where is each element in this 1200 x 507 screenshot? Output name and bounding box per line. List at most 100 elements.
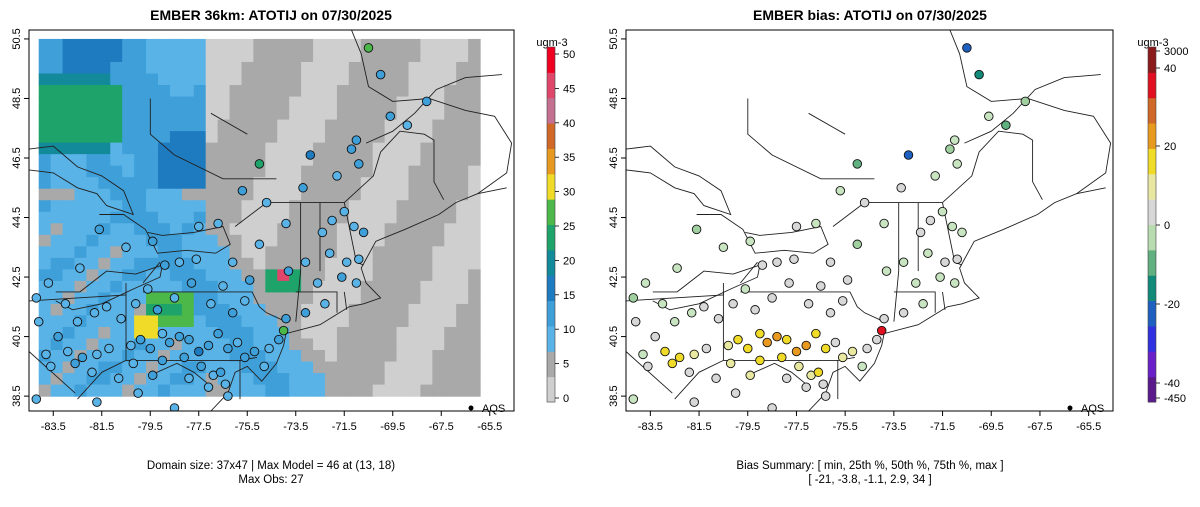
model-grid-cell (86, 96, 99, 109)
model-grid-cell (86, 154, 99, 167)
model-grid-cell (444, 234, 457, 247)
model-grid-cell (277, 303, 290, 317)
model-grid-cell (98, 61, 111, 75)
bias-map: EMBER bias: ATOTIJ on 07/30/2025 38.5 40.… (608, 7, 1188, 486)
model-grid-cell (456, 38, 469, 52)
model-grid-cell (384, 50, 398, 63)
left-map-area (29, 30, 514, 411)
model-grid-cell (468, 292, 481, 305)
model-grid-cell (157, 165, 171, 178)
model-grid-cell (301, 61, 314, 75)
model-grid-cell (98, 188, 111, 201)
model-grid-cell (241, 200, 255, 213)
model-grid-cell (277, 131, 290, 144)
right-station-point (781, 334, 792, 345)
right-boundary-line (893, 291, 936, 313)
model-grid-cell (38, 50, 52, 63)
model-grid-cell (217, 165, 231, 178)
right-station-point (725, 358, 736, 369)
right-station-point (784, 278, 794, 288)
model-grid-cell (301, 108, 314, 121)
model-grid-cell (193, 326, 207, 340)
left-colorbar-swatch (547, 72, 555, 99)
model-grid-cell (384, 280, 398, 294)
model-grid-cell (50, 50, 64, 63)
left-y-axis: 38.5 40.5 42.5 44.5 46.5 48.5 50.5 (11, 28, 29, 407)
model-grid-cell (193, 131, 207, 144)
model-grid-cell (384, 384, 398, 397)
right-colorbar-swatch (1148, 351, 1156, 378)
right-colorbar-tick-label: 3000 (1164, 46, 1188, 58)
left-station-point (283, 266, 294, 276)
model-grid-cell (98, 50, 111, 63)
model-grid-cell (324, 119, 338, 132)
model-grid-cell (384, 350, 398, 363)
model-grid-cell (146, 50, 159, 63)
model-grid-cell (253, 50, 266, 63)
left-station-point (274, 334, 284, 345)
model-grid-cell (193, 280, 207, 294)
left-boundary-line (99, 214, 231, 254)
model-grid-cell (432, 85, 445, 98)
model-grid-cell (122, 257, 135, 270)
model-grid-cell (432, 292, 445, 305)
model-grid-cell (169, 85, 183, 98)
left-y-tick-label: 48.5 (11, 88, 23, 109)
model-grid-cell (38, 108, 52, 121)
model-grid-cell (98, 38, 111, 52)
left-y-tick-label: 44.5 (11, 207, 23, 228)
right-station-point (872, 334, 882, 345)
model-grid-cell (360, 315, 374, 328)
right-station-point (669, 316, 680, 327)
model-grid-cell (432, 142, 445, 155)
right-station-point (881, 266, 892, 276)
model-grid-cell (62, 373, 76, 386)
model-grid-cell (134, 142, 147, 155)
right-colorbar-swatch (1148, 275, 1156, 302)
right-colorbar-tick-label: 20 (1164, 141, 1176, 153)
model-grid-cell (110, 131, 123, 144)
model-grid-cell (408, 154, 422, 167)
right-colorbar-swatch (1148, 300, 1156, 327)
left-station-point (160, 260, 170, 270)
model-grid-cell (98, 108, 111, 121)
model-grid-cell (324, 188, 338, 201)
model-grid-cell (50, 234, 64, 247)
left-x-tick-label: -73.5 (283, 421, 308, 433)
model-grid-cell (384, 61, 398, 75)
model-grid-cell (169, 61, 183, 75)
left-colorbar-swatch (547, 148, 555, 175)
model-grid-cell (420, 361, 433, 374)
model-grid-cell (253, 177, 266, 190)
model-grid-cell (229, 50, 243, 63)
model-grid-cell (217, 142, 231, 155)
model-grid-cell (122, 108, 135, 121)
model-grid-cell (74, 85, 88, 98)
model-grid-cell (98, 269, 111, 282)
model-grid-cell (289, 61, 302, 75)
left-station-point (164, 337, 175, 348)
model-grid-cell (348, 96, 362, 109)
left-station-point (220, 379, 231, 389)
left-station-point (227, 257, 238, 267)
model-grid-cell (408, 119, 422, 132)
right-boundary-line (808, 112, 846, 135)
model-grid-cell (336, 177, 350, 190)
left-station-point (254, 239, 265, 250)
model-grid-cell (110, 50, 123, 63)
model-grid-cell (50, 108, 64, 121)
model-grid-cell (336, 119, 350, 132)
model-grid-cell (62, 269, 76, 282)
right-x-tick-label: -65.5 (1076, 421, 1101, 433)
model-grid-cell (360, 85, 374, 98)
right-y-tick-label: 40.5 (608, 326, 620, 347)
model-grid-cell (74, 211, 88, 224)
model-grid-cell (50, 350, 64, 363)
model-grid-cell (86, 119, 99, 132)
model-grid-cell (50, 188, 64, 201)
model-grid-cell (444, 142, 457, 155)
model-grid-cell (205, 269, 219, 282)
right-station-point (767, 293, 777, 303)
model-grid-cell (348, 119, 362, 132)
left-station-point (259, 361, 269, 372)
